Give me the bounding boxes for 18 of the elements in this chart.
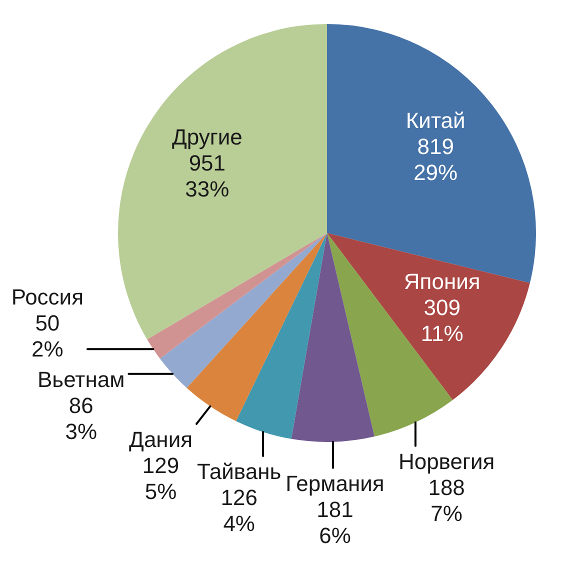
data-label: 309 11% [420, 295, 464, 346]
data-label: 50 2% [32, 310, 64, 362]
slice-label: Вьетнам [37, 366, 125, 392]
data-label: 951 33% [185, 150, 230, 202]
slice-label: Германия [286, 470, 384, 496]
data-label: 126 4% [220, 485, 258, 536]
slice-label: Тайвань [196, 459, 282, 484]
data-label: 181 6% [316, 496, 354, 548]
slice-label: Другие [172, 124, 242, 150]
slice-label: Китай [406, 108, 466, 133]
data-label: 86 3% [65, 392, 97, 444]
data-label: 129 5% [142, 452, 180, 504]
data-label: 188 7% [428, 474, 465, 526]
slice-label: Норвегия [398, 448, 495, 474]
slice-label: Россия [11, 284, 84, 310]
slice-label: Дания [129, 426, 193, 452]
slice-label: Япония [404, 269, 480, 294]
data-label: 819 29% [414, 134, 458, 185]
